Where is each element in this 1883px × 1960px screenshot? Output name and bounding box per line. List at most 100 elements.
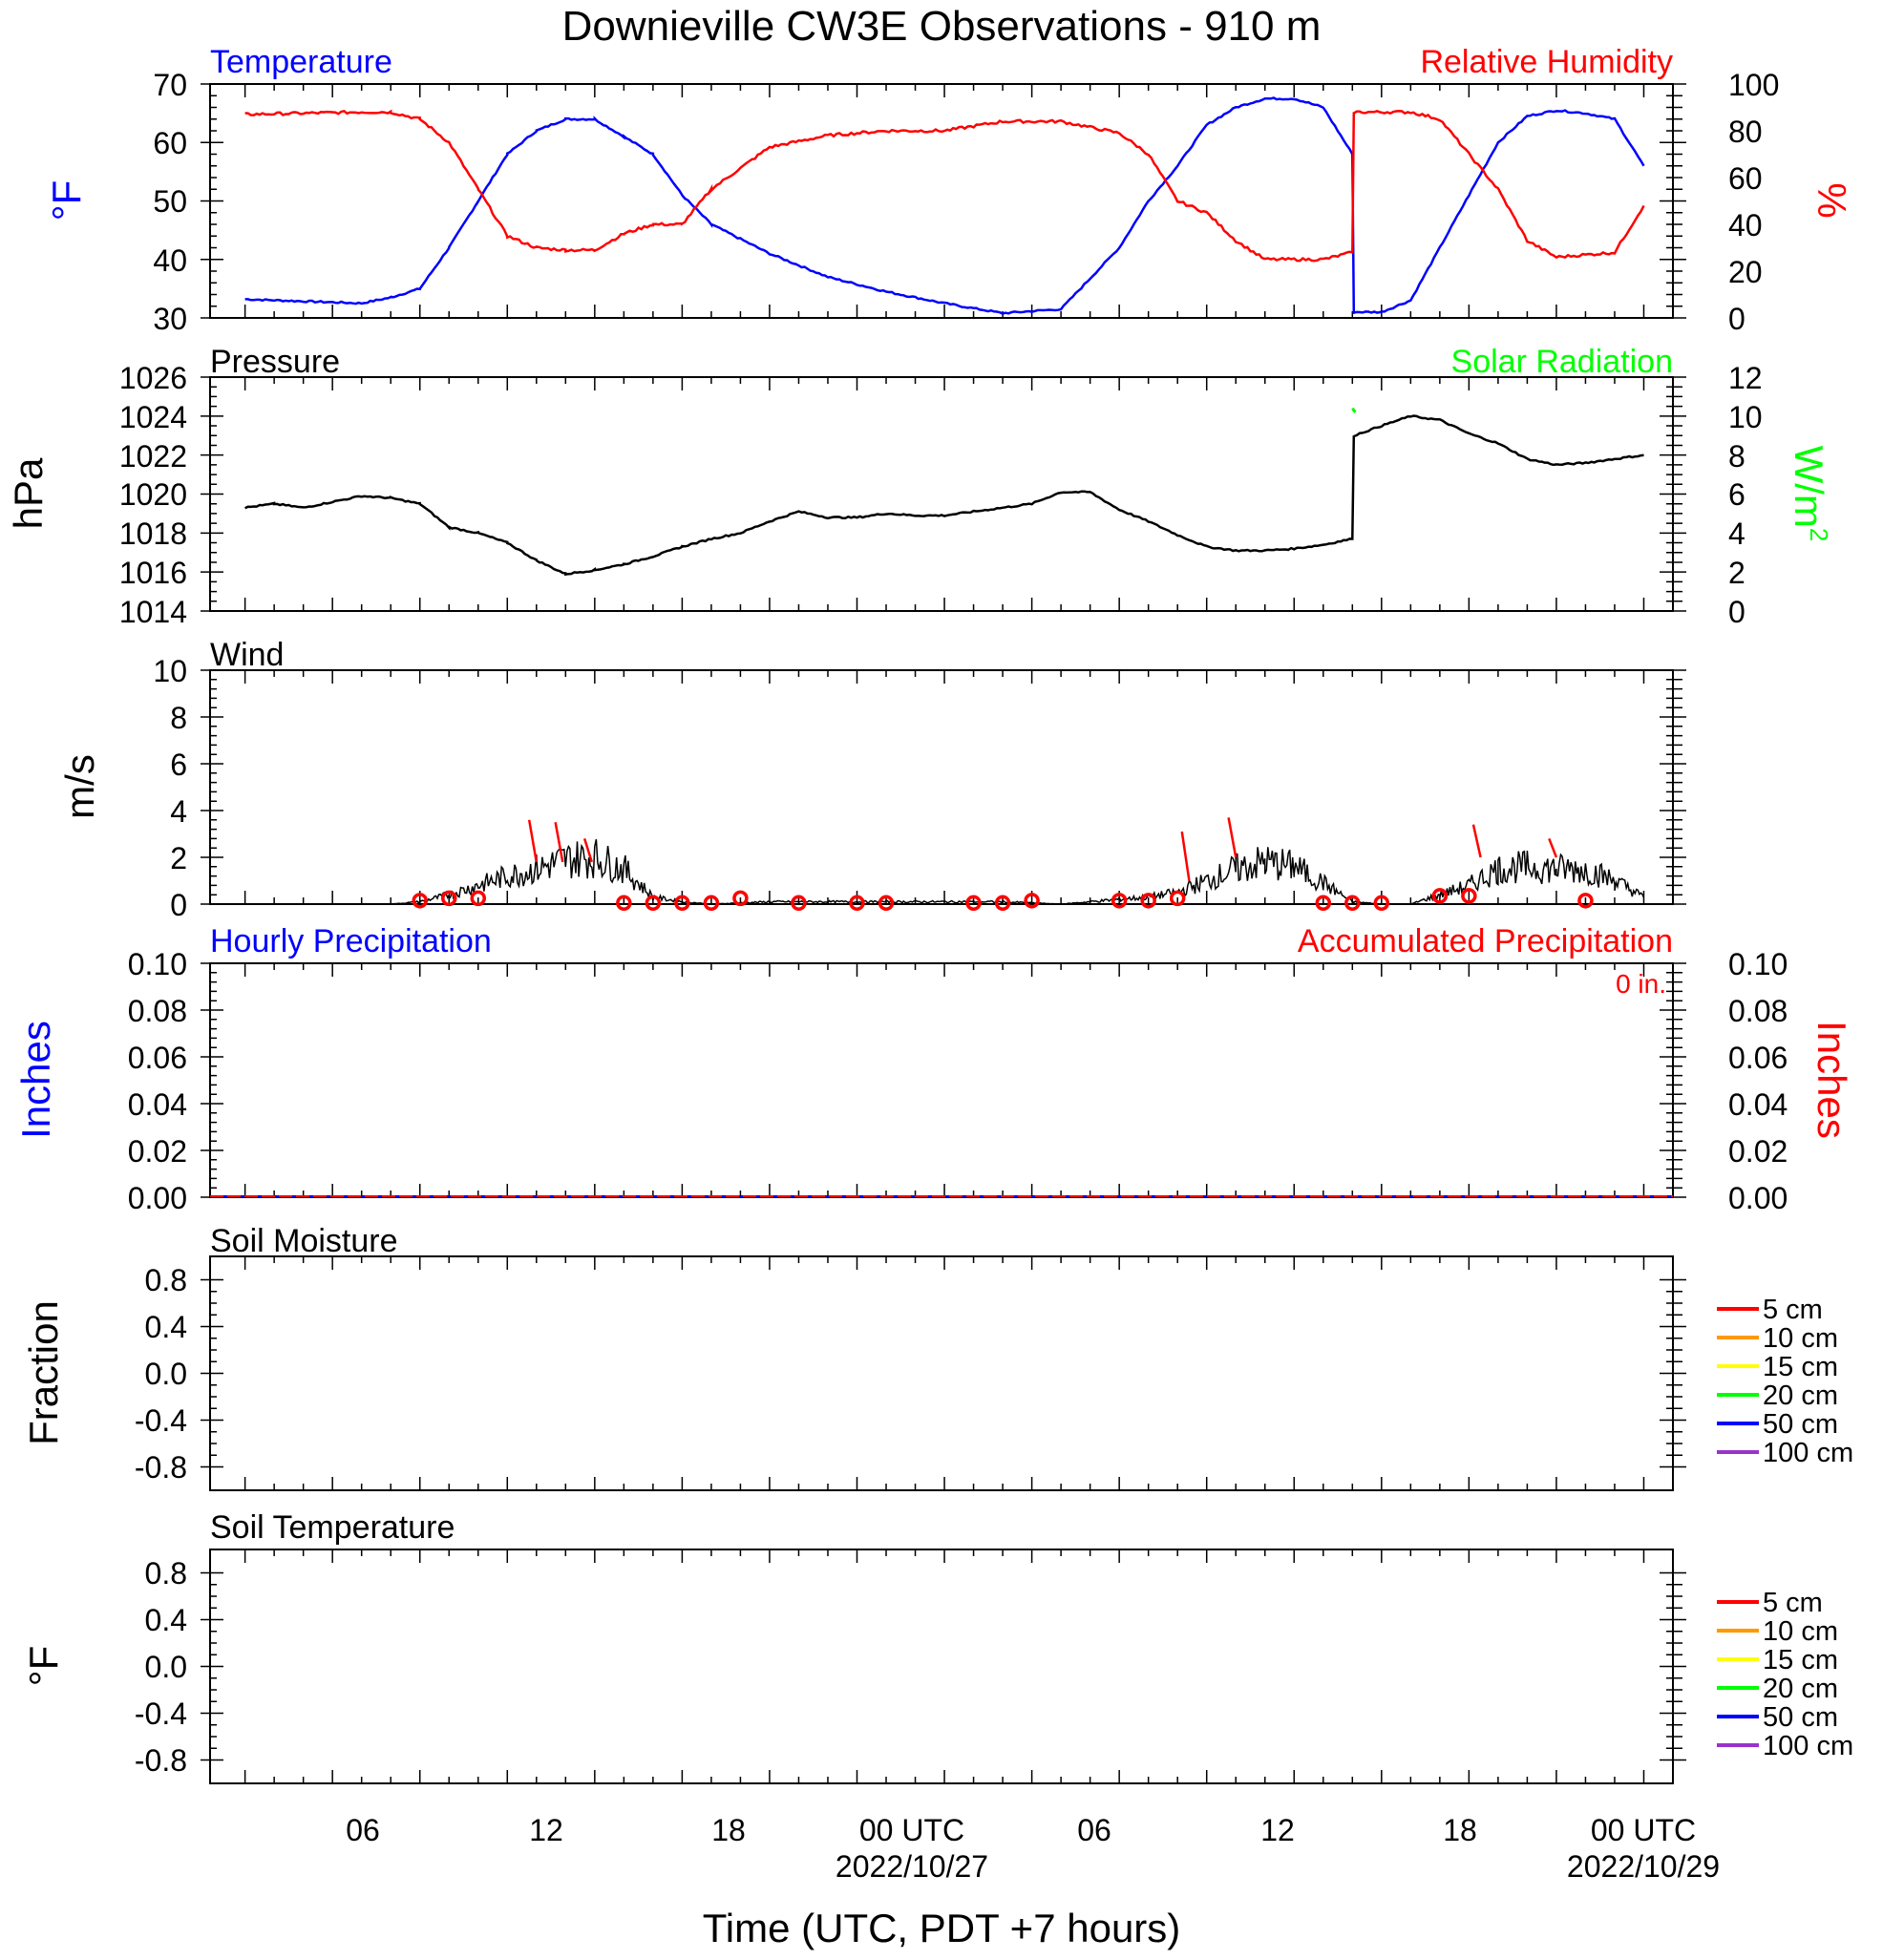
temperature-plot-frame	[209, 83, 1674, 319]
wind-markers	[412, 888, 1594, 912]
wind-direction-marker	[1373, 895, 1390, 912]
solar-y-tick: 4	[1728, 516, 1745, 551]
wind-direction-marker	[645, 895, 662, 912]
humidity-y-tick: 60	[1728, 161, 1763, 196]
x-tick-label: 12	[1260, 1813, 1295, 1847]
pressure-y-tick: 1022	[119, 439, 187, 474]
temperature-title: Temperature	[210, 44, 392, 80]
solar-y-ticks: 12 10 8 6 4 2 0	[1728, 361, 1763, 629]
wind-direction-marker	[965, 895, 982, 912]
soil-moisture-legend-label: 50 cm	[1763, 1409, 1838, 1440]
soil-temperature-legend-label: 15 cm	[1763, 1645, 1838, 1675]
humidity-y-tick: 0	[1728, 302, 1745, 336]
hourly-precip-y-ticks: 0.10 0.08 0.06 0.04 0.02 0.00	[128, 947, 187, 1215]
pressure-y-tick: 1016	[119, 556, 187, 590]
soil-moisture-panel: Soil Moisture Fraction 0.8 0.4 0.0 -0.4 …	[21, 1223, 1853, 1491]
pressure-ylabel: hPa	[6, 457, 51, 529]
accumulated-precip-y-tick: 0.04	[1728, 1087, 1788, 1122]
wind-barb	[1548, 837, 1558, 858]
wind-y-tick: 2	[170, 841, 187, 875]
soil-temperature-legend-label: 10 cm	[1763, 1616, 1838, 1647]
hourly-precip-y-tick: 0.04	[128, 1087, 187, 1122]
soil-moisture-tick-marks	[201, 1256, 1686, 1490]
wind-barb	[582, 838, 593, 863]
humidity-title: Relative Humidity	[1420, 44, 1673, 80]
solar-series-line	[1351, 407, 1357, 413]
soil-moisture-y-tick: -0.4	[135, 1403, 187, 1438]
soil-temperature-panel: Soil Temperature °F 0.8 0.4 0.0 -0.4 -0.…	[21, 1509, 1853, 1784]
temperature-y-tick: 70	[153, 68, 187, 102]
accumulated-precip-y-tick: 0.10	[1728, 947, 1788, 981]
soil-temperature-y-tick: 0.0	[145, 1650, 187, 1684]
x-tick-label: 06	[1077, 1813, 1111, 1847]
wind-barbs	[527, 817, 1558, 881]
accumulated-precip-y-tick: 0.06	[1728, 1041, 1788, 1075]
humidity-y-tick: 100	[1728, 68, 1779, 102]
soil-moisture-y-tick: 0.8	[145, 1263, 187, 1297]
soil-moisture-title: Soil Moisture	[210, 1223, 398, 1259]
temperature-ylabel: °F	[44, 180, 89, 221]
solar-y-tick: 10	[1728, 400, 1763, 434]
solar-y-tick: 6	[1728, 477, 1745, 512]
accumulated-precip-y-tick: 0.08	[1728, 994, 1788, 1028]
wind-direction-marker	[791, 895, 807, 912]
wind-y-tick: 10	[153, 654, 187, 688]
soil-temperature-ylabel: °F	[21, 1646, 66, 1686]
wind-direction-marker	[616, 895, 632, 912]
soil-temperature-legend-label: 5 cm	[1763, 1588, 1823, 1618]
soil-moisture-legend-label: 10 cm	[1763, 1323, 1838, 1354]
hourly-precip-ylabel: Inches	[13, 1021, 58, 1139]
soil-moisture-legend-label: 15 cm	[1763, 1352, 1838, 1382]
x-axis-label: Time (UTC, PDT +7 hours)	[703, 1906, 1181, 1950]
wind-direction-marker	[1140, 893, 1156, 909]
wind-direction-marker	[1344, 895, 1361, 912]
wind-panel: Wind m/s 10 8 6 4 2 0	[57, 637, 1686, 922]
temperature-y-tick: 50	[153, 184, 187, 219]
wind-barb	[1227, 817, 1238, 858]
wind-direction-marker	[440, 890, 457, 907]
precipitation-tick-marks	[201, 962, 1686, 1198]
soil-temperature-legend-label: 100 cm	[1763, 1731, 1853, 1761]
soil-moisture-ylabel: Fraction	[21, 1300, 66, 1445]
solar-y-tick: 8	[1728, 439, 1745, 474]
soil-temperature-plot-frame	[209, 1549, 1674, 1784]
wind-barb	[527, 819, 539, 863]
precipitation-panel: Hourly Precipitation Accumulated Precipi…	[13, 923, 1854, 1215]
accumulated-precip-y-tick: 0.02	[1728, 1134, 1788, 1169]
soil-moisture-y-tick: 0.4	[145, 1310, 187, 1344]
soil-moisture-y-ticks: 0.8 0.4 0.0 -0.4 -0.8	[135, 1263, 187, 1485]
pressure-y-tick: 1026	[119, 361, 187, 395]
wind-direction-marker	[703, 895, 720, 912]
soil-temperature-legend-label: 50 cm	[1763, 1702, 1838, 1733]
soil-temperature-legend: 5 cm 10 cm 15 cm 20 cm 50 cm 100 cm	[1717, 1588, 1853, 1761]
pressure-y-tick: 1024	[119, 400, 187, 434]
wind-direction-marker	[1431, 888, 1449, 904]
soil-temperature-y-tick: -0.4	[135, 1697, 187, 1731]
wind-y-tick: 8	[170, 701, 187, 735]
temperature-y-ticks: 70 60 50 40 30	[153, 68, 187, 336]
pressure-y-tick: 1018	[119, 516, 187, 551]
soil-moisture-legend: 5 cm 10 cm 15 cm 20 cm 50 cm 100 cm	[1717, 1295, 1853, 1468]
solar-y-tick: 0	[1728, 595, 1745, 629]
wind-title: Wind	[210, 637, 284, 673]
x-date-label: 2022/10/27	[836, 1849, 988, 1884]
pressure-series-line	[244, 414, 1644, 577]
temperature-humidity-panel: Temperature Relative Humidity °F % 70 60…	[44, 44, 1854, 336]
wind-ylabel: m/s	[57, 754, 102, 819]
soil-temperature-y-tick: 0.4	[145, 1603, 187, 1637]
soil-moisture-y-tick: -0.8	[135, 1450, 187, 1485]
hourly-precip-title: Hourly Precipitation	[210, 923, 492, 959]
humidity-series-line	[244, 109, 1645, 263]
wind-barb	[554, 822, 564, 863]
hourly-precip-y-tick: 0.06	[128, 1041, 187, 1075]
wind-direction-marker	[878, 895, 895, 912]
x-tick-label: 00 UTC	[859, 1813, 964, 1847]
wind-direction-marker	[1577, 893, 1594, 909]
x-date-label: 2022/10/29	[1567, 1849, 1720, 1884]
solar-ylabel-unit: W/m	[1787, 446, 1831, 528]
wind-direction-marker	[1461, 888, 1477, 904]
wind-direction-marker	[732, 890, 749, 907]
wind-y-tick: 4	[170, 794, 187, 829]
wind-direction-marker	[1315, 895, 1332, 912]
